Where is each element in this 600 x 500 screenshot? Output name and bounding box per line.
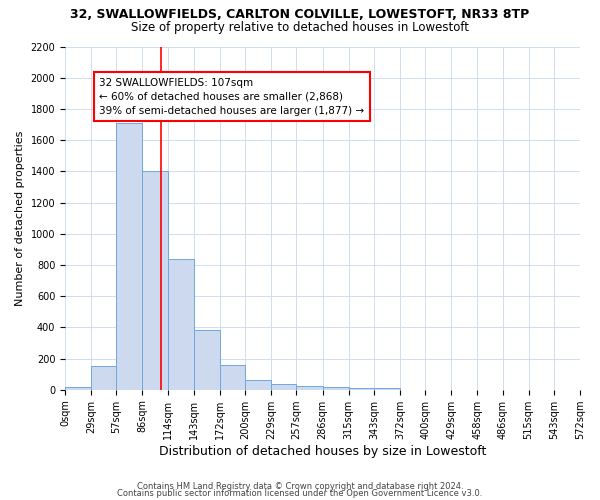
Y-axis label: Number of detached properties: Number of detached properties — [15, 130, 25, 306]
Bar — [116, 123, 142, 390]
Text: Contains HM Land Registry data © Crown copyright and database right 2024.: Contains HM Land Registry data © Crown c… — [137, 482, 463, 491]
Bar — [245, 380, 271, 390]
Bar — [167, 260, 194, 390]
Bar — [349, 388, 374, 390]
Bar — [142, 172, 167, 390]
Bar — [65, 388, 91, 390]
Bar — [323, 386, 349, 390]
Bar — [296, 386, 323, 390]
Bar — [374, 388, 400, 390]
Bar — [194, 330, 220, 390]
Bar — [271, 384, 296, 390]
Bar — [91, 366, 116, 390]
Text: 32 SWALLOWFIELDS: 107sqm
← 60% of detached houses are smaller (2,868)
39% of sem: 32 SWALLOWFIELDS: 107sqm ← 60% of detach… — [99, 78, 364, 116]
Text: 32, SWALLOWFIELDS, CARLTON COLVILLE, LOWESTOFT, NR33 8TP: 32, SWALLOWFIELDS, CARLTON COLVILLE, LOW… — [70, 8, 530, 20]
Bar — [220, 365, 245, 390]
Text: Size of property relative to detached houses in Lowestoft: Size of property relative to detached ho… — [131, 21, 469, 34]
X-axis label: Distribution of detached houses by size in Lowestoft: Distribution of detached houses by size … — [159, 444, 486, 458]
Text: Contains public sector information licensed under the Open Government Licence v3: Contains public sector information licen… — [118, 488, 482, 498]
